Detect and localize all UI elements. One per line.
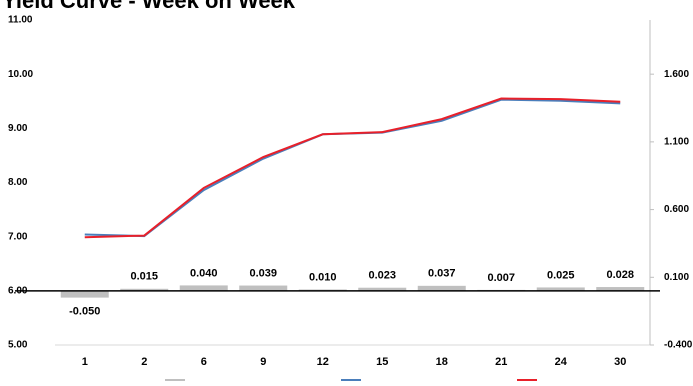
- y2-tick-label: -0.400: [664, 340, 693, 351]
- x-tick-label: 12: [317, 356, 329, 368]
- value-label: 0.007: [487, 272, 515, 284]
- y2-tick-label: 0.100: [664, 272, 689, 283]
- chart-title: Yield Curve - Week on Week: [2, 0, 296, 13]
- value-label: 0.023: [368, 270, 396, 282]
- x-tick-label: 1: [82, 356, 88, 368]
- bar: [239, 285, 288, 291]
- x-tick-label: 9: [260, 356, 266, 368]
- value-label: 0.037: [428, 268, 456, 280]
- bar: [179, 285, 228, 291]
- x-tick-label: 21: [495, 356, 507, 368]
- bar: [596, 287, 645, 291]
- value-label: 0.039: [249, 267, 277, 279]
- value-label: 0.025: [547, 269, 575, 281]
- x-tick-label: 24: [555, 356, 568, 368]
- value-label: 0.010: [309, 271, 337, 283]
- y-tick-label: 9.00: [8, 123, 28, 134]
- value-label: -0.050: [69, 306, 100, 318]
- line: [84, 98, 621, 238]
- y-tick-label: 8.00: [8, 177, 28, 188]
- bar: [536, 287, 585, 291]
- x-tick-label: 6: [201, 356, 207, 368]
- y-tick-label: 7.00: [8, 231, 28, 242]
- y-tick-label: 5.00: [8, 340, 28, 351]
- y-tick-label: 11.00: [8, 15, 33, 26]
- y2-tick-label: 1.600: [664, 69, 689, 80]
- y-tick-label: 10.00: [8, 69, 33, 80]
- y2-tick-label: 0.600: [664, 204, 689, 215]
- bar: [358, 287, 407, 291]
- bar: [417, 285, 466, 291]
- x-tick-label: 15: [376, 356, 388, 368]
- value-label: 0.015: [130, 271, 158, 283]
- value-label: 0.040: [190, 267, 218, 279]
- x-tick-label: 2: [141, 356, 147, 368]
- y2-tick-label: 1.100: [664, 137, 689, 148]
- line: [84, 97, 621, 239]
- bar: [120, 288, 169, 291]
- value-label: 0.028: [606, 269, 634, 281]
- bar: [60, 290, 109, 298]
- x-tick-label: 18: [436, 356, 448, 368]
- x-tick-label: 30: [614, 356, 626, 368]
